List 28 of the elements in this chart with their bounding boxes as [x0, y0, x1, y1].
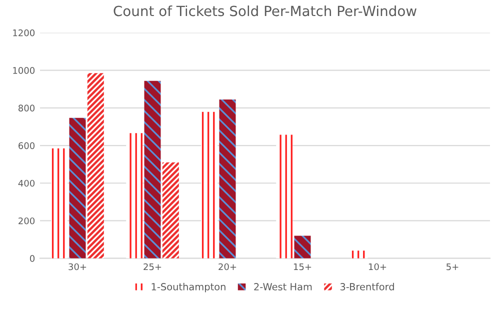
bar	[219, 99, 236, 258]
bar	[276, 134, 293, 258]
y-tick-label: 200	[18, 217, 35, 224]
bar	[69, 118, 86, 258]
y-tick-label: 400	[18, 180, 35, 187]
bar	[351, 250, 368, 258]
chart-title: Count of Tickets Sold Per-Match Per-Window	[114, 5, 416, 16]
bar	[144, 80, 161, 258]
x-tick-label: 25+	[144, 263, 162, 270]
bar	[51, 148, 68, 258]
bar	[87, 73, 104, 258]
y-tick-label: 0	[30, 255, 35, 262]
y-tick-label: 1000	[13, 67, 35, 74]
legend-label: 1-Southampton	[152, 282, 226, 292]
bar	[201, 112, 218, 258]
y-tick-label: 1200	[13, 29, 35, 36]
bar	[294, 236, 311, 258]
x-tick-label: 10+	[368, 263, 386, 270]
bar	[162, 162, 179, 258]
x-tick-label: 20+	[218, 263, 236, 270]
x-tick-label: 30+	[68, 263, 86, 270]
x-tick-label: 5+	[446, 263, 458, 270]
legend-label: 3-Brentford	[340, 282, 394, 290]
x-tick-label: 15+	[294, 263, 312, 270]
y-tick-label: 800	[18, 104, 35, 112]
legend-label: 2-West Ham	[254, 283, 312, 290]
bar	[126, 133, 143, 258]
y-tick-label: 600	[18, 142, 35, 150]
